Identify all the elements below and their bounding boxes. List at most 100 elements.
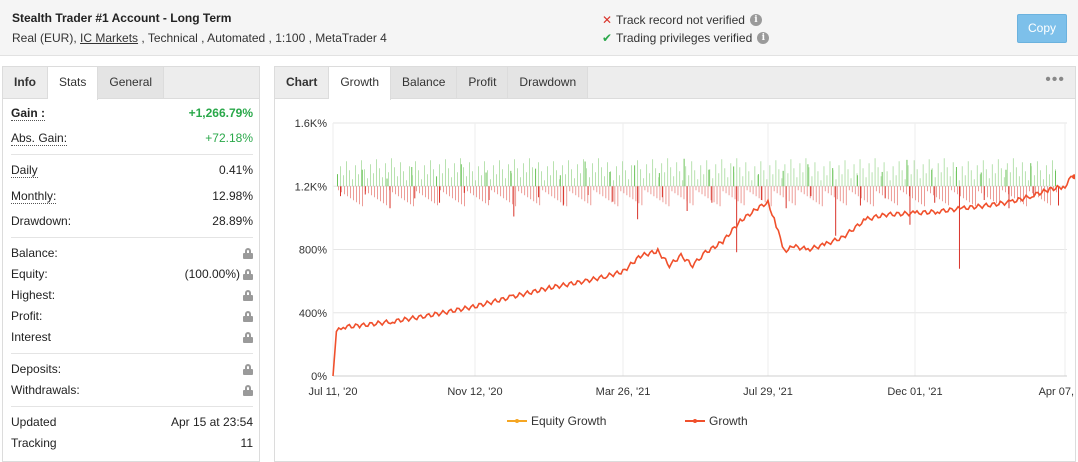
profit-bar [403,171,404,187]
profit-bar [427,174,428,187]
more-menu-icon[interactable]: ••• [1045,71,1065,88]
profit-bar [1006,163,1008,187]
profit-bar [568,160,569,187]
loss-bar [893,186,895,204]
profit-bar [409,166,410,187]
loss-bar [551,186,553,197]
divider [11,237,253,238]
profit-bar [400,162,401,187]
abs-gain-value: +72.18% [205,131,253,145]
loss-bar [743,186,745,206]
profit-bar [886,171,888,187]
loss-bar [602,186,604,197]
loss-bar [416,186,417,192]
profit-bar [544,180,545,187]
daily-label[interactable]: Daily [11,163,38,178]
profit-bar [829,161,831,187]
profit-bar [391,158,392,187]
profit-bar [967,161,969,187]
loss-bar [1032,186,1033,194]
profit-bar [685,166,687,187]
tab-profit[interactable]: Profit [457,67,509,98]
profit-bar [355,165,356,187]
profit-bar [1033,175,1035,187]
tab-info[interactable]: Info [3,67,48,98]
legend-equity-growth[interactable]: Equity Growth [507,414,606,428]
loss-bar [740,186,742,204]
loss-bar [365,186,366,192]
abs-gain-label[interactable]: Abs. Gain: [11,131,68,146]
loss-bar [899,186,901,191]
profit-bar [584,161,586,187]
profit-bar [571,169,572,187]
tab-growth[interactable]: Growth [329,67,392,100]
tab-chart[interactable]: Chart [275,67,330,98]
loss-bar [695,186,697,191]
loss-bar [818,186,820,205]
profit-bar [881,171,883,187]
loss-bar [824,186,826,192]
stats-list: Gain : +1,266.79% Abs. Gain: +72.18% Dai… [3,103,259,454]
loss-bar [458,186,459,203]
loss-bar [524,186,526,196]
profit-bar [592,163,593,187]
loss-bar [764,186,766,203]
growth-chart[interactable]: 0% 400% 800% 1.2K% 1.6K% Jul 11, '20 Nov 12, '… [275,100,1075,410]
equity-label: Equity: [11,267,48,281]
profit-bar [490,179,491,187]
info-icon[interactable]: i [749,14,762,26]
tab-stats[interactable]: Stats [48,67,99,100]
loss-bar [641,186,643,206]
legend-growth[interactable]: Growth [685,414,748,428]
loss-bar [779,186,781,196]
loss-bar [966,186,967,201]
tab-balance[interactable]: Balance [391,67,458,98]
loss-bar [794,186,796,206]
check-icon: ✔ [601,31,613,45]
loss-bar [452,186,453,199]
stat-interest: Interest [11,327,253,348]
tracking-value[interactable]: 11 [240,436,253,450]
loss-bar [936,186,937,198]
tab-drawdown[interactable]: Drawdown [508,67,589,98]
loss-bar [656,186,658,199]
profit-bar [436,178,437,187]
loss-bar [851,186,853,193]
profit-bar [889,180,891,187]
profit-bar [595,172,596,187]
loss-bar [668,186,670,207]
profit-bar [586,168,587,187]
loss-bar [869,186,871,205]
loss-bar [404,186,405,201]
profit-bar [683,158,685,187]
monthly-label[interactable]: Monthly: [11,189,57,204]
profit-bar [523,163,524,187]
copy-button[interactable]: Copy [1017,14,1067,43]
gain-value: +1,266.79% [188,106,253,120]
tab-general[interactable]: General [98,67,165,98]
profit-bar [807,164,809,187]
drawdown-value: 28.89% [212,214,253,228]
growth-end-point [1071,174,1075,180]
loss-bar [860,186,862,199]
profit-bar [460,158,461,187]
loss-bar [538,186,540,198]
loss-bar [908,186,910,197]
profit-bar [1055,169,1056,187]
loss-bar [948,186,949,206]
profit-bar [382,177,383,187]
loss-bar [488,186,490,200]
info-icon[interactable]: i [757,32,770,44]
updated-value: Apr 15 at 23:54 [170,415,253,429]
profit-bar [655,168,657,187]
loss-bar [1038,186,1039,198]
profit-bar [1012,158,1014,187]
gain-label[interactable]: Gain : [11,106,46,121]
loss-bar [470,186,471,194]
loss-bar [620,186,622,192]
loss-bar [344,186,345,195]
broker-link[interactable]: IC Markets [80,31,139,45]
loss-bar [848,186,850,191]
profit-bar [1042,179,1044,187]
loss-bar [1017,186,1018,201]
